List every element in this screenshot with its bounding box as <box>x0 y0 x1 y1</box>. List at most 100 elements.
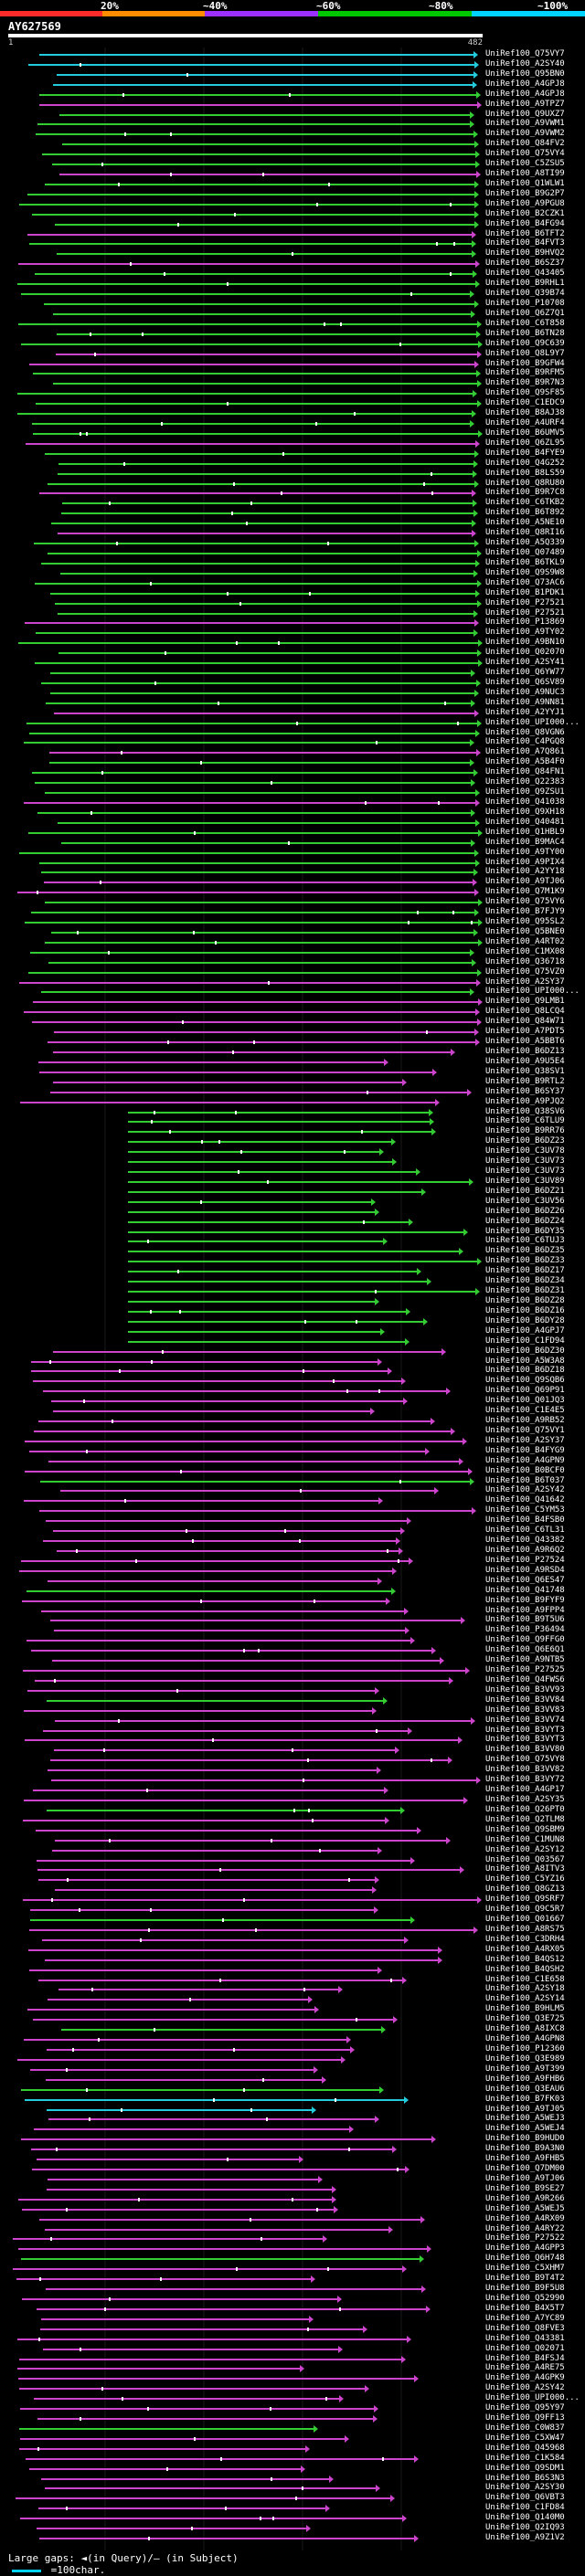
hit-label[interactable]: UniRef100_Q1WLW1 <box>485 178 565 188</box>
hit-row[interactable]: UniRef100_A2SY42 <box>0 1485 585 1495</box>
hit-label[interactable]: UniRef100_Q6Z7Q1 <box>485 308 565 318</box>
hit-row[interactable]: UniRef100_Q6YW77 <box>0 668 585 678</box>
hit-label[interactable]: UniRef100_B6UMV5 <box>485 428 565 438</box>
hit-label[interactable]: UniRef100_B6T892 <box>485 508 565 518</box>
hit-label[interactable]: UniRef100_Q69P91 <box>485 1386 565 1396</box>
hit-label[interactable]: UniRef100_Q45968 <box>485 2443 565 2453</box>
hit-label[interactable]: UniRef100_A9TPZ7 <box>485 99 565 109</box>
hit-row[interactable]: UniRef100_B6DZ30 <box>0 1346 585 1357</box>
hit-label[interactable]: UniRef100_Q84FN1 <box>485 767 565 777</box>
hit-label[interactable]: UniRef100_B9T5U6 <box>485 1615 565 1625</box>
hit-row[interactable]: UniRef100_A9PGU8 <box>0 198 585 209</box>
hit-row[interactable]: UniRef100_B6DZ21 <box>0 1187 585 1197</box>
hit-row[interactable]: UniRef100_A4GPJ7 <box>0 1326 585 1336</box>
hit-row[interactable]: UniRef100_B6DZ23 <box>0 1136 585 1146</box>
hit-row[interactable]: UniRef100_A2SY40 <box>0 59 585 69</box>
hit-label[interactable]: UniRef100_B6DZ18 <box>485 1366 565 1376</box>
hit-row[interactable]: UniRef100_C1K584 <box>0 2454 585 2464</box>
hit-row[interactable]: UniRef100_C1MUN8 <box>0 1835 585 1845</box>
hit-label[interactable]: UniRef100_A9TJ05 <box>485 2104 565 2114</box>
hit-row[interactable]: UniRef100_C1E658 <box>0 1974 585 1985</box>
hit-label[interactable]: UniRef100_C6TKB2 <box>485 498 565 508</box>
hit-row[interactable]: UniRef100_B3VV80 <box>0 1745 585 1755</box>
hit-row[interactable]: UniRef100_B3VV84 <box>0 1694 585 1705</box>
hit-label[interactable]: UniRef100_A2SY41 <box>485 658 565 668</box>
hit-label[interactable]: UniRef100_Q4FWS6 <box>485 1674 565 1684</box>
hit-row[interactable]: UniRef100_Q38SV6 <box>0 1107 585 1117</box>
hit-label[interactable]: UniRef100_A4GPK9 <box>485 2373 565 2383</box>
hit-label[interactable]: UniRef100_B3VV84 <box>485 1694 565 1705</box>
hit-row[interactable]: UniRef100_C0W837 <box>0 2423 585 2433</box>
hit-label[interactable]: UniRef100_C1E658 <box>485 1974 565 1984</box>
hit-label[interactable]: UniRef100_B9T4T2 <box>485 2274 565 2284</box>
hit-row[interactable]: UniRef100_Q01667 <box>0 1915 585 1925</box>
hit-row[interactable]: UniRef100_A7PDT5 <box>0 1027 585 1037</box>
hit-label[interactable]: UniRef100_B4FG94 <box>485 218 565 228</box>
hit-label[interactable]: UniRef100_Q75VY4 <box>485 149 565 159</box>
hit-label[interactable]: UniRef100_Q8LCQ4 <box>485 1007 565 1017</box>
hit-row[interactable]: UniRef100_B6DZ35 <box>0 1246 585 1256</box>
hit-row[interactable]: UniRef100_C1EDC9 <box>0 398 585 408</box>
hit-row[interactable]: UniRef100_A8IXC8 <box>0 2024 585 2034</box>
hit-row[interactable]: UniRef100_Q7DM00 <box>0 2164 585 2174</box>
hit-label[interactable]: UniRef100_A9PGU8 <box>485 198 565 208</box>
hit-row[interactable]: UniRef100_A4RX09 <box>0 2214 585 2224</box>
hit-row[interactable]: UniRef100_Q3EAU6 <box>0 2085 585 2095</box>
hit-label[interactable]: UniRef100_B6SY37 <box>485 1086 565 1096</box>
hit-row[interactable]: UniRef100_B6TFT2 <box>0 229 585 239</box>
hit-row[interactable]: UniRef100_B6TKL9 <box>0 558 585 568</box>
hit-label[interactable]: UniRef100_C4PGQ8 <box>485 737 565 747</box>
hit-label[interactable]: UniRef100_Q6VBT3 <box>485 2493 565 2503</box>
hit-label[interactable]: UniRef100_Q2IQ93 <box>485 2523 565 2533</box>
hit-label[interactable]: UniRef100_Q4G252 <box>485 458 565 468</box>
hit-row[interactable]: UniRef100_A2SY12 <box>0 1845 585 1855</box>
hit-row[interactable]: UniRef100_A9BN10 <box>0 638 585 648</box>
hit-label[interactable]: UniRef100_A8IXC8 <box>485 2024 565 2034</box>
hit-label[interactable]: UniRef100_B6DZ24 <box>485 1216 565 1226</box>
hit-label[interactable]: UniRef100_C6T858 <box>485 318 565 328</box>
hit-row[interactable]: UniRef100_UPI000... <box>0 718 585 728</box>
hit-row[interactable]: UniRef100_A9PIX4 <box>0 858 585 868</box>
hit-row[interactable]: UniRef100_B6DZ24 <box>0 1216 585 1227</box>
hit-row[interactable]: UniRef100_B9HUD0 <box>0 2134 585 2144</box>
hit-label[interactable]: UniRef100_A4GPN9 <box>485 1455 565 1465</box>
hit-label[interactable]: UniRef100_Q36718 <box>485 956 565 966</box>
hit-row[interactable]: UniRef100_A9T399 <box>0 2064 585 2075</box>
hit-label[interactable]: UniRef100_B4FYE9 <box>485 448 565 458</box>
hit-label[interactable]: UniRef100_A4GPN8 <box>485 2034 565 2044</box>
hit-label[interactable]: UniRef100_B6DY28 <box>485 1315 565 1325</box>
hit-label[interactable]: UniRef100_B9R7C8 <box>485 488 565 498</box>
hit-label[interactable]: UniRef100_B3VY72 <box>485 1775 565 1785</box>
hit-label[interactable]: UniRef100_A8TI99 <box>485 169 565 179</box>
hit-label[interactable]: UniRef100_B3VV93 <box>485 1684 565 1694</box>
hit-row[interactable]: UniRef100_Q6ZL95 <box>0 438 585 449</box>
hit-label[interactable]: UniRef100_A9NUC3 <box>485 687 565 697</box>
hit-label[interactable]: UniRef100_A5W3A8 <box>485 1356 565 1366</box>
hit-row[interactable]: UniRef100_B6DZ31 <box>0 1286 585 1296</box>
hit-label[interactable]: UniRef100_A2YYJ1 <box>485 707 565 717</box>
hit-label[interactable]: UniRef100_Q9UXZ7 <box>485 109 565 119</box>
hit-row[interactable]: UniRef100_A9TJ06 <box>0 2174 585 2184</box>
hit-row[interactable]: UniRef100_B9R7N3 <box>0 378 585 388</box>
hit-label[interactable]: UniRef100_Q07489 <box>485 548 565 557</box>
hit-row[interactable]: UniRef100_B2CZK1 <box>0 209 585 219</box>
hit-row[interactable]: UniRef100_B9RR76 <box>0 1126 585 1136</box>
hit-label[interactable]: UniRef100_A9R6Q2 <box>485 1546 565 1555</box>
hit-label[interactable]: UniRef100_P27525 <box>485 1665 565 1675</box>
hit-row[interactable]: UniRef100_B6DZ17 <box>0 1266 585 1276</box>
hit-row[interactable]: UniRef100_B6SY37 <box>0 1086 585 1097</box>
hit-label[interactable]: UniRef100_A2SY14 <box>485 1994 565 2004</box>
hit-row[interactable]: UniRef100_Q75VY4 <box>0 149 585 159</box>
hit-label[interactable]: UniRef100_Q7M1K9 <box>485 887 565 897</box>
hit-row[interactable]: UniRef100_A5B4F0 <box>0 757 585 767</box>
hit-row[interactable]: UniRef100_Q9SQB6 <box>0 1376 585 1386</box>
hit-label[interactable]: UniRef100_Q84W71 <box>485 1017 565 1027</box>
hit-row[interactable]: UniRef100_P27521 <box>0 608 585 618</box>
hit-label[interactable]: UniRef100_Q8RU80 <box>485 478 565 488</box>
hit-label[interactable]: UniRef100_Q9XH18 <box>485 807 565 817</box>
hit-row[interactable]: UniRef100_B6DZ34 <box>0 1276 585 1286</box>
hit-row[interactable]: UniRef100_Q84FN1 <box>0 767 585 777</box>
hit-label[interactable]: UniRef100_Q9SRF7 <box>485 1895 565 1905</box>
hit-row[interactable]: UniRef100_A9NTB5 <box>0 1655 585 1665</box>
hit-label[interactable]: UniRef100_A7Q861 <box>485 747 565 757</box>
